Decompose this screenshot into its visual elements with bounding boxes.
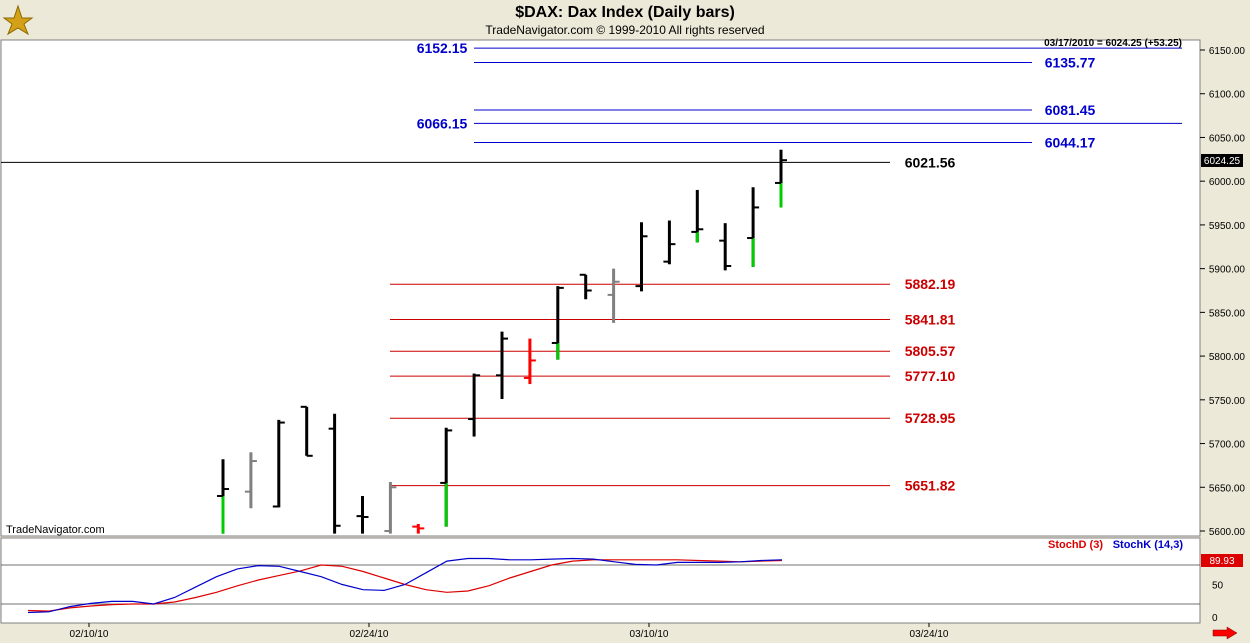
level-label: 5805.57 — [905, 343, 956, 359]
last-price-label: 6024.25 — [1204, 156, 1241, 167]
date-x-axis: 02/10/10 02/24/10 03/10/10 03/24/10 — [70, 623, 949, 640]
level-label: 5882.19 — [905, 276, 956, 292]
y-tick-label: 5600.00 — [1209, 527, 1246, 538]
y-tick-label: 6000.00 — [1209, 177, 1246, 188]
level-label: 6044.17 — [1045, 135, 1096, 151]
y-tick-label: 5950.00 — [1209, 221, 1246, 232]
y-tick-label: 6150.00 — [1209, 46, 1246, 57]
stochd-legend: StochD (3) — [1048, 539, 1103, 551]
level-label: 6081.45 — [1045, 102, 1096, 118]
stoch-plot-area[interactable] — [0, 537, 1201, 624]
level-lines: 6152.15 6135.77 6081.45 6066.15 6044.17 6021.… — [1, 40, 1182, 494]
logo-icon — [2, 4, 34, 36]
y-tick-label: 5850.00 — [1209, 308, 1246, 319]
y-tick-label: 5650.00 — [1209, 483, 1246, 494]
y-tick-label: 5750.00 — [1209, 396, 1246, 407]
watermark-text: TradeNavigator.com — [6, 524, 105, 536]
level-label: 6152.15 — [417, 40, 468, 56]
y-tick-label: 6100.00 — [1209, 90, 1246, 101]
chart-title: $DAX: Dax Index (Daily bars) — [515, 4, 735, 21]
x-tick-label: 02/10/10 — [70, 629, 109, 640]
stoch-series-line — [27, 557, 783, 614]
y-tick-label: 5900.00 — [1209, 265, 1246, 276]
y-tick-label: 6050.00 — [1209, 133, 1246, 144]
level-label: 6021.56 — [905, 154, 956, 170]
stoch-y-tick-label: 0 — [1212, 613, 1218, 624]
x-tick-label: 03/10/10 — [630, 629, 669, 640]
stochk-legend: StochK (14,3) — [1113, 539, 1184, 551]
price-bars — [217, 149, 787, 534]
scroll-right-arrow-icon[interactable] — [1212, 626, 1238, 640]
price-plot-area[interactable] — [0, 39, 1201, 537]
level-label: 5651.82 — [905, 478, 956, 494]
stoch-last-box — [1201, 554, 1243, 567]
copyright-text: TradeNavigator.com © 1999-2010 All right… — [485, 23, 764, 37]
x-tick-label: 02/24/10 — [350, 629, 389, 640]
price-readout: 03/17/2010 = 6024.25 (+53.25) — [1044, 38, 1182, 49]
level-label: 6066.15 — [417, 115, 468, 131]
stochastic-panel: 0 50 — [1, 557, 1224, 624]
x-tick-label: 03/24/10 — [910, 629, 949, 640]
last-price-box — [1201, 154, 1243, 167]
level-label: 5728.95 — [905, 410, 956, 426]
level-label: 6135.77 — [1045, 54, 1096, 70]
level-label: 5841.81 — [905, 312, 956, 328]
y-tick-label: 5800.00 — [1209, 352, 1246, 363]
level-label: 5777.10 — [905, 368, 956, 384]
stoch-y-tick-label: 50 — [1212, 581, 1224, 592]
price-y-axis: 5600.00 5650.00 5700.00 5750.00 5800.00 5850.… — [1200, 46, 1245, 538]
y-tick-label: 5700.00 — [1209, 440, 1246, 451]
stoch-last-label: 89.93 — [1209, 556, 1234, 567]
